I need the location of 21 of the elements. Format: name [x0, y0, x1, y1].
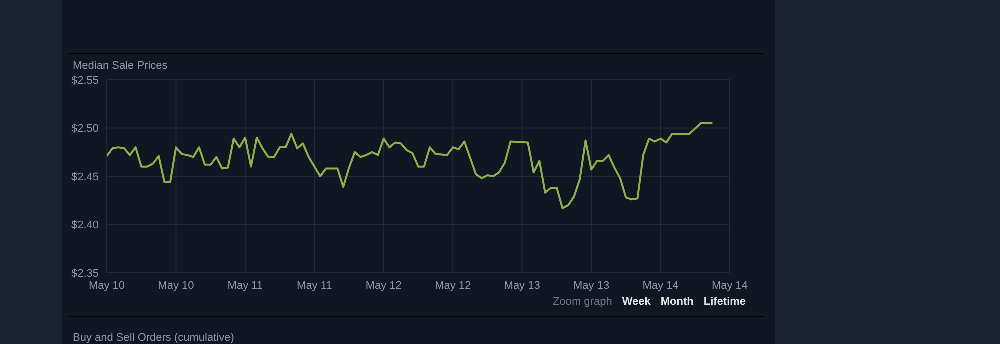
text: Buy and Sell Orders (cumulative) [73, 332, 234, 344]
text: Month [660, 296, 694, 308]
x-tick-label: May 11 [228, 280, 264, 292]
x-tick-label: May 11 [297, 280, 332, 292]
x-tick-label: May 14 [642, 280, 679, 292]
y-tick-label: $2.50 [71, 123, 99, 136]
y-tick-label: $2.40 [71, 220, 99, 232]
x-tick-label: May 10 [158, 280, 194, 292]
x-tick-label: May 13 [574, 280, 610, 292]
y-tick-label: $2.55 [71, 74, 99, 87]
y-tick-label: $2.35 [71, 268, 99, 280]
x-tick-label: May 10 [88, 280, 126, 292]
x-tick-label: May 12 [366, 280, 402, 292]
text: Lifetime [704, 296, 746, 308]
y-tick-label: $2.45 [71, 171, 99, 184]
text: Zoom graph [553, 296, 612, 308]
text: Week [622, 296, 651, 308]
x-tick-label: May 13 [504, 280, 540, 292]
x-tick-label: May 12 [435, 280, 472, 292]
chart-title: Median Sale Prices [73, 60, 168, 72]
x-tick-label: May 14 [712, 280, 748, 292]
